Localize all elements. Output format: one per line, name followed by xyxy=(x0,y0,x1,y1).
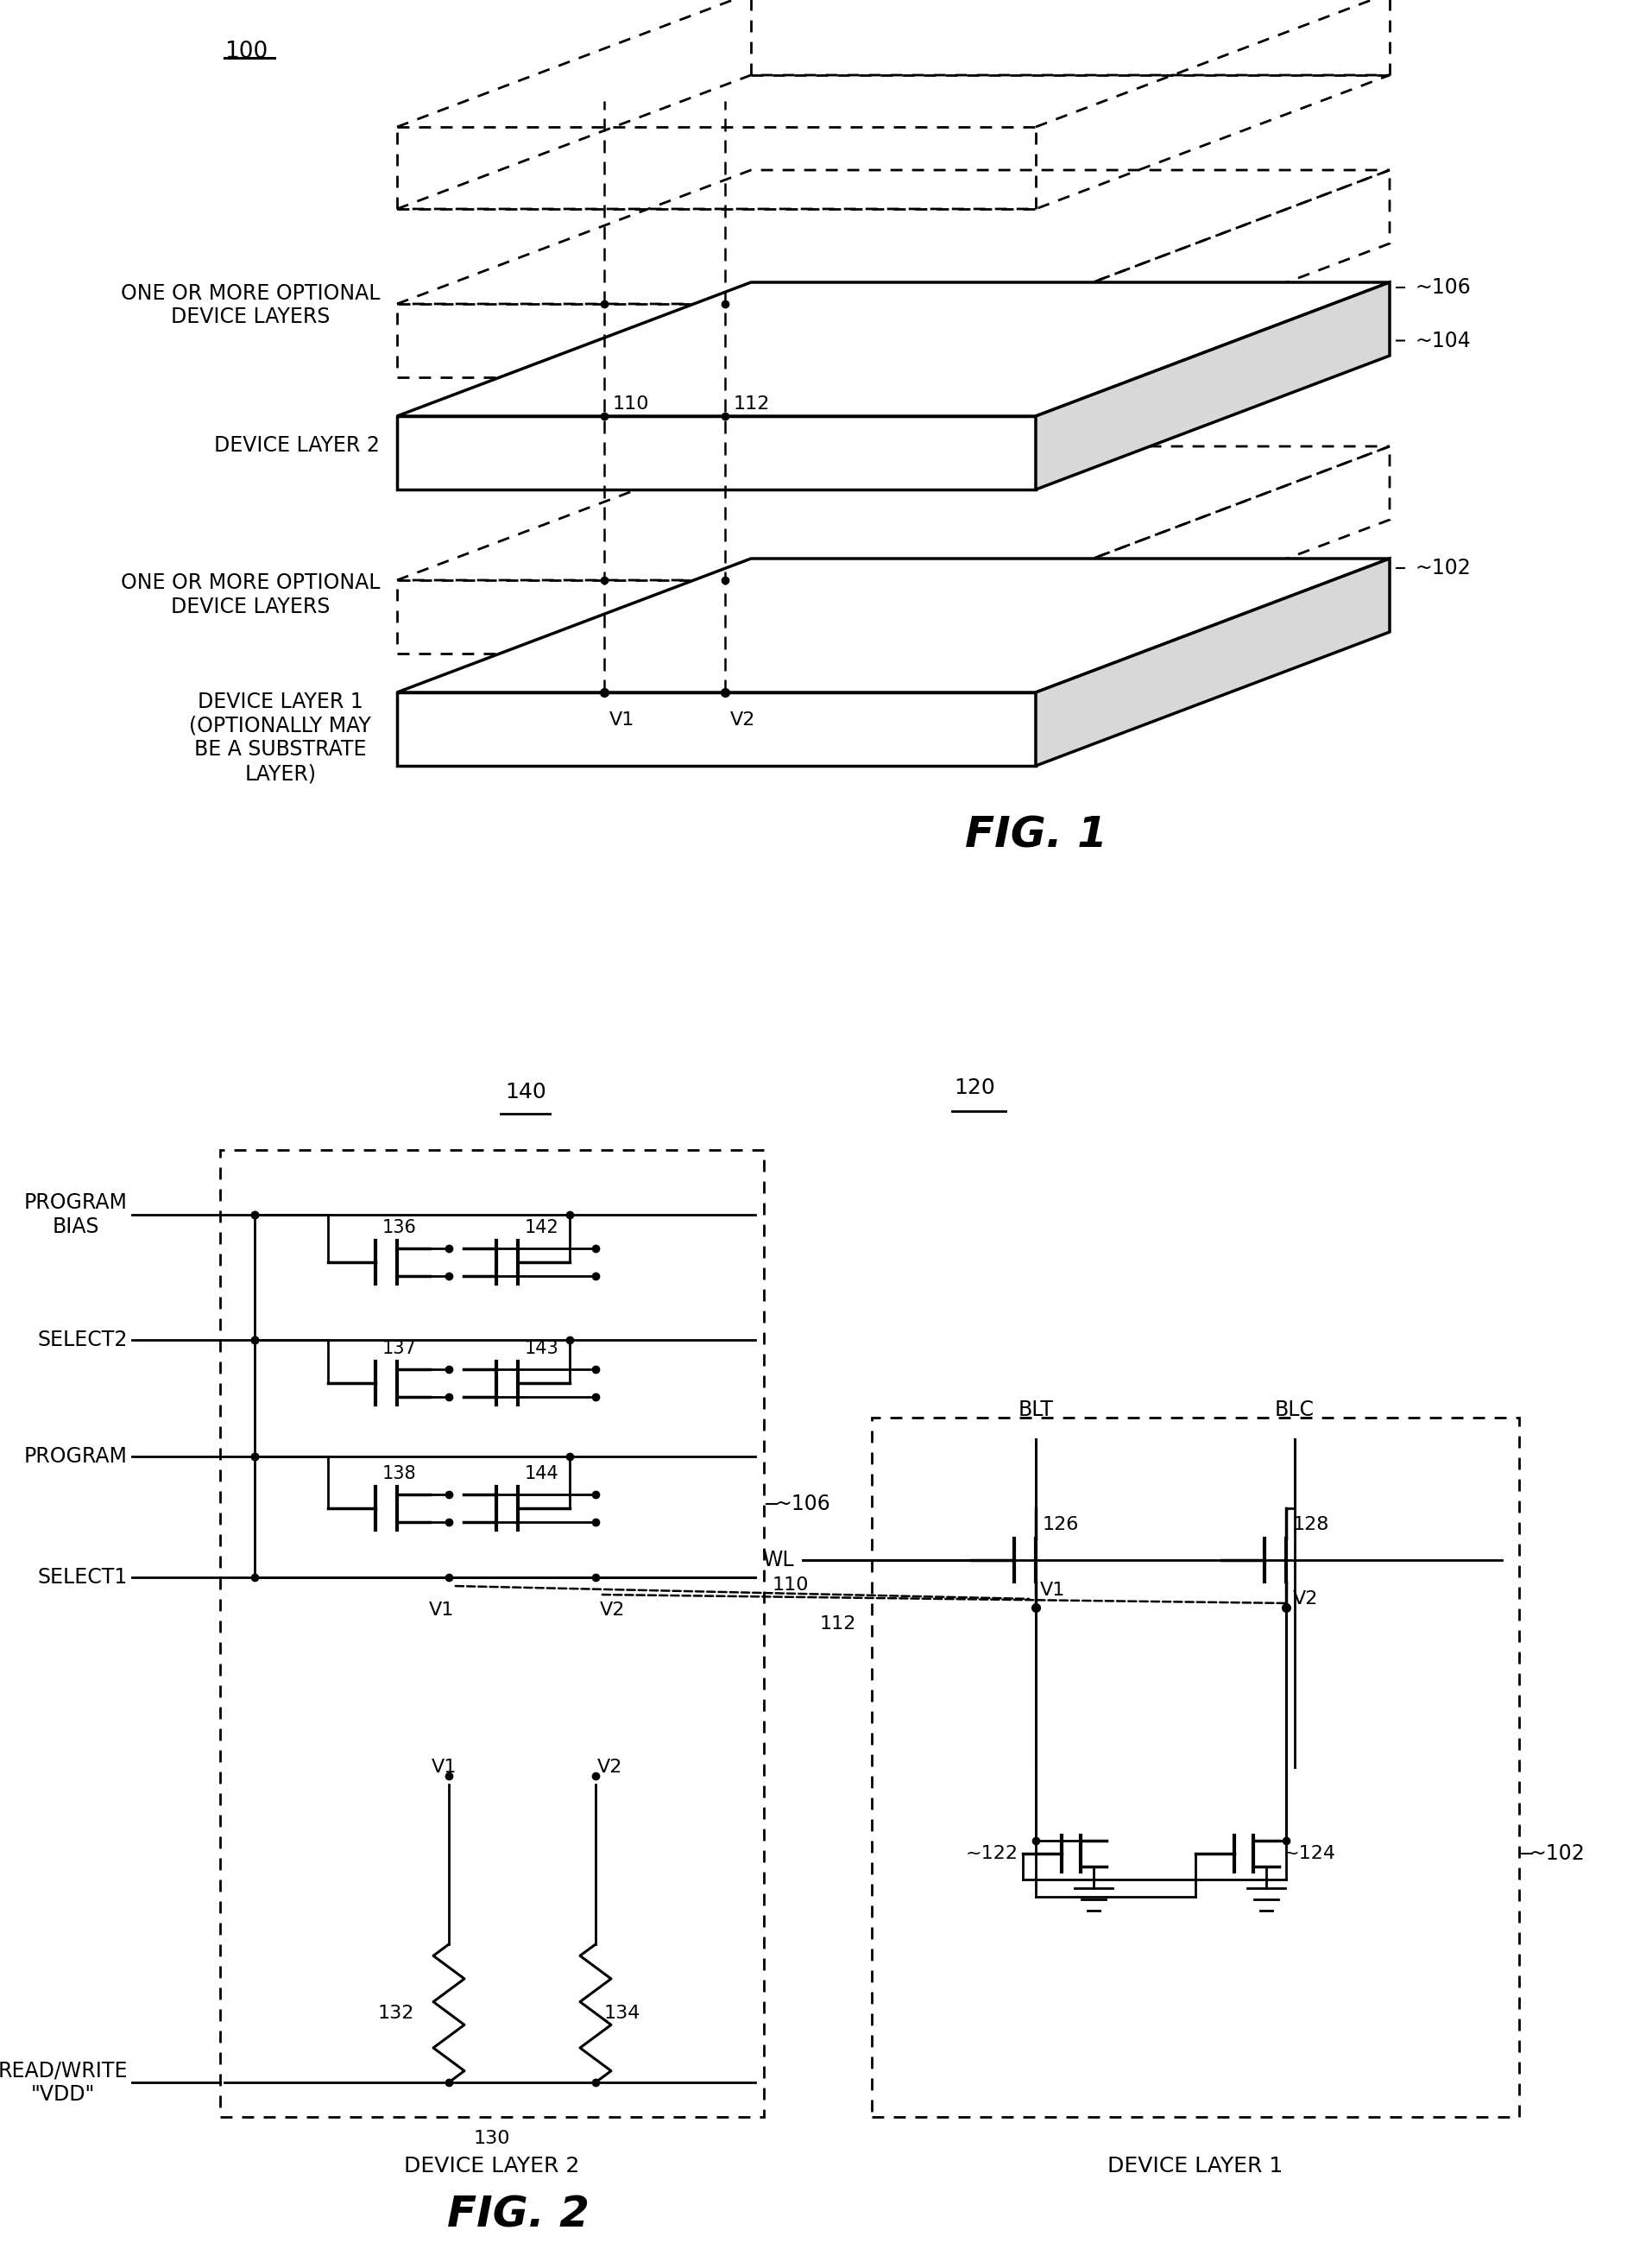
Text: V2: V2 xyxy=(597,1758,622,1776)
Text: V1: V1 xyxy=(609,712,635,728)
Text: PROGRAM: PROGRAM xyxy=(25,1447,128,1467)
Text: DEVICE LAYER 2: DEVICE LAYER 2 xyxy=(214,435,380,456)
Polygon shape xyxy=(397,558,1389,692)
Bar xyxy=(221,1150,764,2116)
Text: 112: 112 xyxy=(734,395,770,413)
Polygon shape xyxy=(397,415,1035,490)
Text: DEVICE LAYER 1: DEVICE LAYER 1 xyxy=(1108,2157,1284,2177)
Text: 132: 132 xyxy=(377,2005,415,2023)
Polygon shape xyxy=(397,692,1035,767)
Text: SELECT1: SELECT1 xyxy=(38,1567,128,1588)
Text: 110: 110 xyxy=(612,395,650,413)
Text: 130: 130 xyxy=(474,2130,510,2148)
Text: FIG. 1: FIG. 1 xyxy=(965,814,1106,855)
Text: V2: V2 xyxy=(731,712,756,728)
Text: 110: 110 xyxy=(772,1576,810,1594)
Text: ~102: ~102 xyxy=(1529,1844,1585,1864)
Polygon shape xyxy=(397,281,1389,415)
Text: 140: 140 xyxy=(505,1082,546,1102)
Text: WL: WL xyxy=(762,1549,793,1569)
Text: 137: 137 xyxy=(382,1340,416,1356)
Text: 138: 138 xyxy=(382,1465,416,1483)
Text: 126: 126 xyxy=(1042,1515,1080,1533)
Text: ~122: ~122 xyxy=(966,1844,1019,1862)
Text: 142: 142 xyxy=(525,1218,560,1236)
Text: V1: V1 xyxy=(430,1601,454,1619)
Text: 136: 136 xyxy=(382,1218,416,1236)
Text: ~102: ~102 xyxy=(1416,558,1472,578)
Text: V1: V1 xyxy=(1040,1581,1065,1599)
Text: 134: 134 xyxy=(604,2005,640,2023)
Text: ~106: ~106 xyxy=(774,1495,830,1515)
Text: V1: V1 xyxy=(431,1758,458,1776)
Text: ~104: ~104 xyxy=(1416,331,1472,352)
Text: BLC: BLC xyxy=(1276,1399,1315,1420)
Text: BLT: BLT xyxy=(1019,1399,1053,1420)
Text: FIG. 2: FIG. 2 xyxy=(446,2193,589,2236)
Text: 128: 128 xyxy=(1294,1515,1330,1533)
Text: ONE OR MORE OPTIONAL
DEVICE LAYERS: ONE OR MORE OPTIONAL DEVICE LAYERS xyxy=(120,284,380,327)
Text: 143: 143 xyxy=(525,1340,560,1356)
Text: ONE OR MORE OPTIONAL
DEVICE LAYERS: ONE OR MORE OPTIONAL DEVICE LAYERS xyxy=(120,572,380,617)
Text: PROGRAM
BIAS: PROGRAM BIAS xyxy=(25,1193,128,1236)
Text: DEVICE LAYER 1
(OPTIONALLY MAY
BE A SUBSTRATE
LAYER): DEVICE LAYER 1 (OPTIONALLY MAY BE A SUBS… xyxy=(189,692,370,785)
Text: 144: 144 xyxy=(525,1465,560,1483)
Text: ~106: ~106 xyxy=(1416,277,1472,297)
Text: 112: 112 xyxy=(820,1615,856,1633)
Text: ~124: ~124 xyxy=(1284,1844,1337,1862)
Text: 100: 100 xyxy=(224,41,268,64)
Polygon shape xyxy=(1035,281,1389,490)
Bar xyxy=(872,1418,1519,2116)
Text: V2: V2 xyxy=(1294,1590,1318,1608)
Text: 120: 120 xyxy=(953,1077,994,1098)
Polygon shape xyxy=(1035,558,1389,767)
Text: V2: V2 xyxy=(599,1601,625,1619)
Text: READ/WRITE
"VDD": READ/WRITE "VDD" xyxy=(0,2059,128,2105)
Text: DEVICE LAYER 2: DEVICE LAYER 2 xyxy=(405,2157,579,2177)
Text: SELECT2: SELECT2 xyxy=(38,1329,128,1349)
